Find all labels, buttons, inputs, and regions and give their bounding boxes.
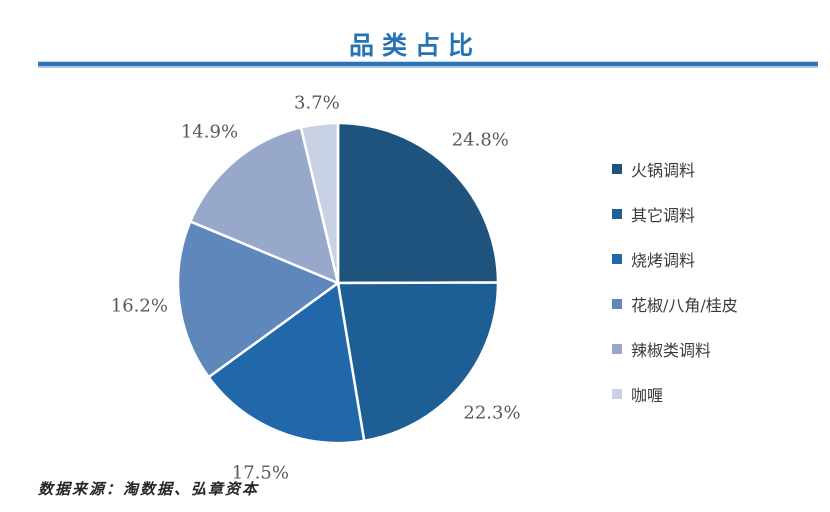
pie-data-label-5: 3.7%	[294, 92, 340, 114]
pie-slice-3	[176, 220, 340, 379]
legend-item-4: 辣椒类调料	[612, 340, 738, 360]
pie-slice-1	[336, 281, 500, 443]
legend-label: 烧烤调料	[631, 251, 696, 270]
legend-label: 咖喱	[631, 386, 664, 405]
pie-data-label-1: 22.3%	[463, 402, 521, 424]
pie-slice-4	[189, 126, 340, 285]
pie-slice-2	[207, 281, 366, 445]
legend: 火锅调料其它调料烧烤调料花椒/八角/桂皮 辣椒类调料咖喱	[612, 160, 738, 430]
legend-item-0: 火锅调料	[612, 160, 738, 180]
pie-slice-0	[336, 121, 500, 285]
pie-data-label-4: 14.9%	[180, 121, 239, 143]
chart-title: 品类占比	[348, 31, 481, 60]
legend-label: 其它调料	[631, 206, 696, 225]
legend-item-3: 花椒/八角/桂皮	[612, 295, 738, 315]
legend-swatch-icon	[612, 389, 622, 399]
pie-data-label-0: 24.8%	[451, 129, 509, 151]
legend-item-5: 咖喱	[612, 385, 738, 405]
pie-data-label-2: 17.5%	[231, 462, 289, 484]
title-underline	[38, 62, 818, 66]
source-note: 数据来源：淘数据、弘章资本	[38, 480, 260, 498]
legend-swatch-icon	[612, 344, 622, 354]
legend-swatch-icon	[612, 254, 622, 264]
legend-swatch-icon	[612, 299, 622, 309]
pie-data-label-3: 16.2%	[110, 295, 168, 317]
legend-label: 辣椒类调料	[631, 341, 712, 360]
legend-swatch-icon	[612, 209, 622, 219]
legend-label: 火锅调料	[631, 161, 696, 180]
pie-slice-5	[299, 121, 340, 285]
legend-item-1: 其它调料	[612, 205, 738, 225]
legend-label: 花椒/八角/桂皮	[631, 296, 738, 315]
legend-item-2: 烧烤调料	[612, 250, 738, 270]
legend-swatch-icon	[612, 164, 622, 174]
